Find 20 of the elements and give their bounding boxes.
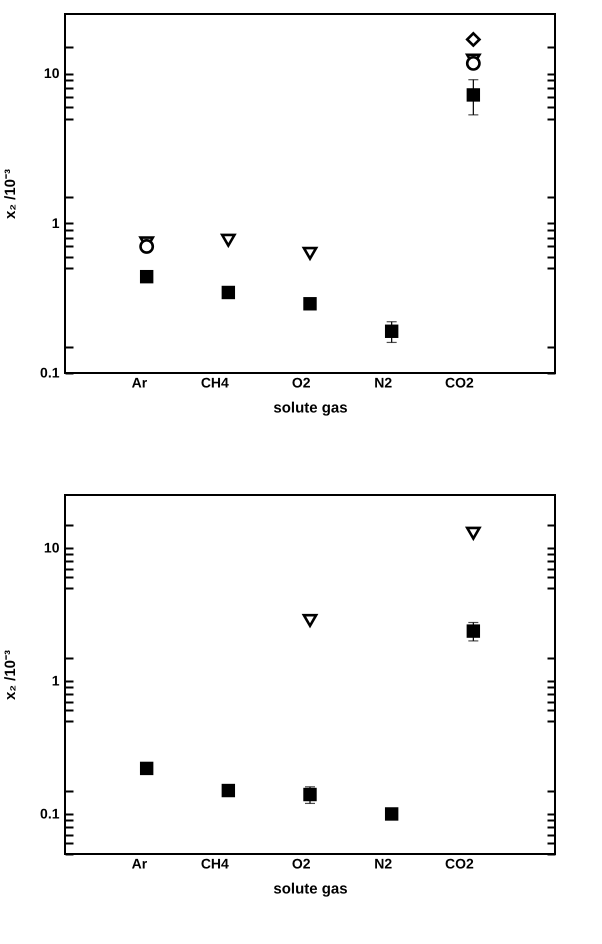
x-tick-label: CH4 — [200, 856, 230, 872]
y-tick-label: 10 — [44, 65, 60, 82]
x-tick-label: O2 — [292, 374, 311, 390]
y-tick-label: 1 — [52, 672, 60, 688]
y-tick-label: 1 — [52, 214, 60, 231]
y-axis-title: x₂ /10⁻³ — [2, 168, 20, 220]
x-tick-label: O2 — [292, 856, 311, 872]
x-axis-title: solute gas — [273, 400, 348, 416]
x-tick-label: CH4 — [200, 374, 230, 390]
x-tick-label: Ar — [132, 374, 148, 390]
y-tick-label: 0.1 — [40, 805, 60, 822]
y-tick-label: 10 — [44, 539, 60, 556]
x-tick-label: N2 — [374, 856, 392, 872]
y-axis-title: x₂ /10⁻³ — [2, 650, 20, 700]
x-tick-label: CO2 — [445, 856, 474, 872]
y-tick-label: 0.1 — [40, 364, 60, 380]
x-tick-label: CO2 — [445, 374, 474, 390]
x-tick-label: N2 — [374, 374, 392, 390]
x-tick-label: Ar — [132, 856, 148, 872]
x-axis-title: solute gas — [273, 880, 348, 898]
